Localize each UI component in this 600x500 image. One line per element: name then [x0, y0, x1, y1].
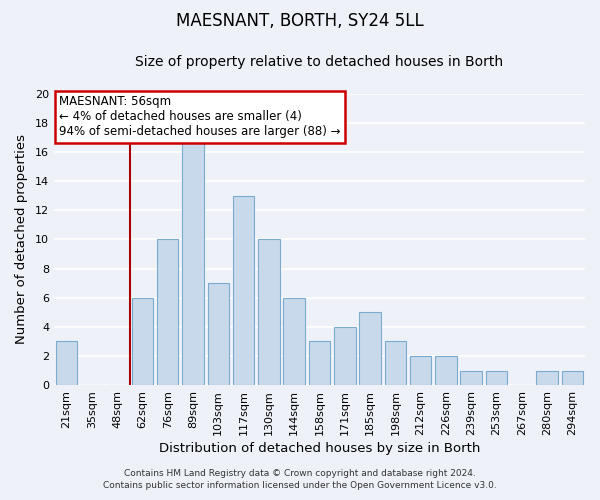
- Bar: [309, 342, 330, 385]
- Bar: [562, 370, 583, 385]
- Bar: [233, 196, 254, 385]
- Text: MAESNANT, BORTH, SY24 5LL: MAESNANT, BORTH, SY24 5LL: [176, 12, 424, 30]
- Bar: [334, 327, 356, 385]
- Bar: [359, 312, 381, 385]
- Bar: [131, 298, 153, 385]
- X-axis label: Distribution of detached houses by size in Borth: Distribution of detached houses by size …: [159, 442, 480, 455]
- Text: Contains HM Land Registry data © Crown copyright and database right 2024.
Contai: Contains HM Land Registry data © Crown c…: [103, 469, 497, 490]
- Text: MAESNANT: 56sqm
← 4% of detached houses are smaller (4)
94% of semi-detached hou: MAESNANT: 56sqm ← 4% of detached houses …: [59, 95, 341, 138]
- Bar: [157, 240, 178, 385]
- Bar: [208, 283, 229, 385]
- Bar: [258, 240, 280, 385]
- Bar: [410, 356, 431, 385]
- Bar: [435, 356, 457, 385]
- Bar: [536, 370, 558, 385]
- Y-axis label: Number of detached properties: Number of detached properties: [15, 134, 28, 344]
- Bar: [385, 342, 406, 385]
- Bar: [486, 370, 507, 385]
- Bar: [283, 298, 305, 385]
- Title: Size of property relative to detached houses in Borth: Size of property relative to detached ho…: [136, 55, 503, 69]
- Bar: [182, 138, 204, 385]
- Bar: [460, 370, 482, 385]
- Bar: [56, 342, 77, 385]
